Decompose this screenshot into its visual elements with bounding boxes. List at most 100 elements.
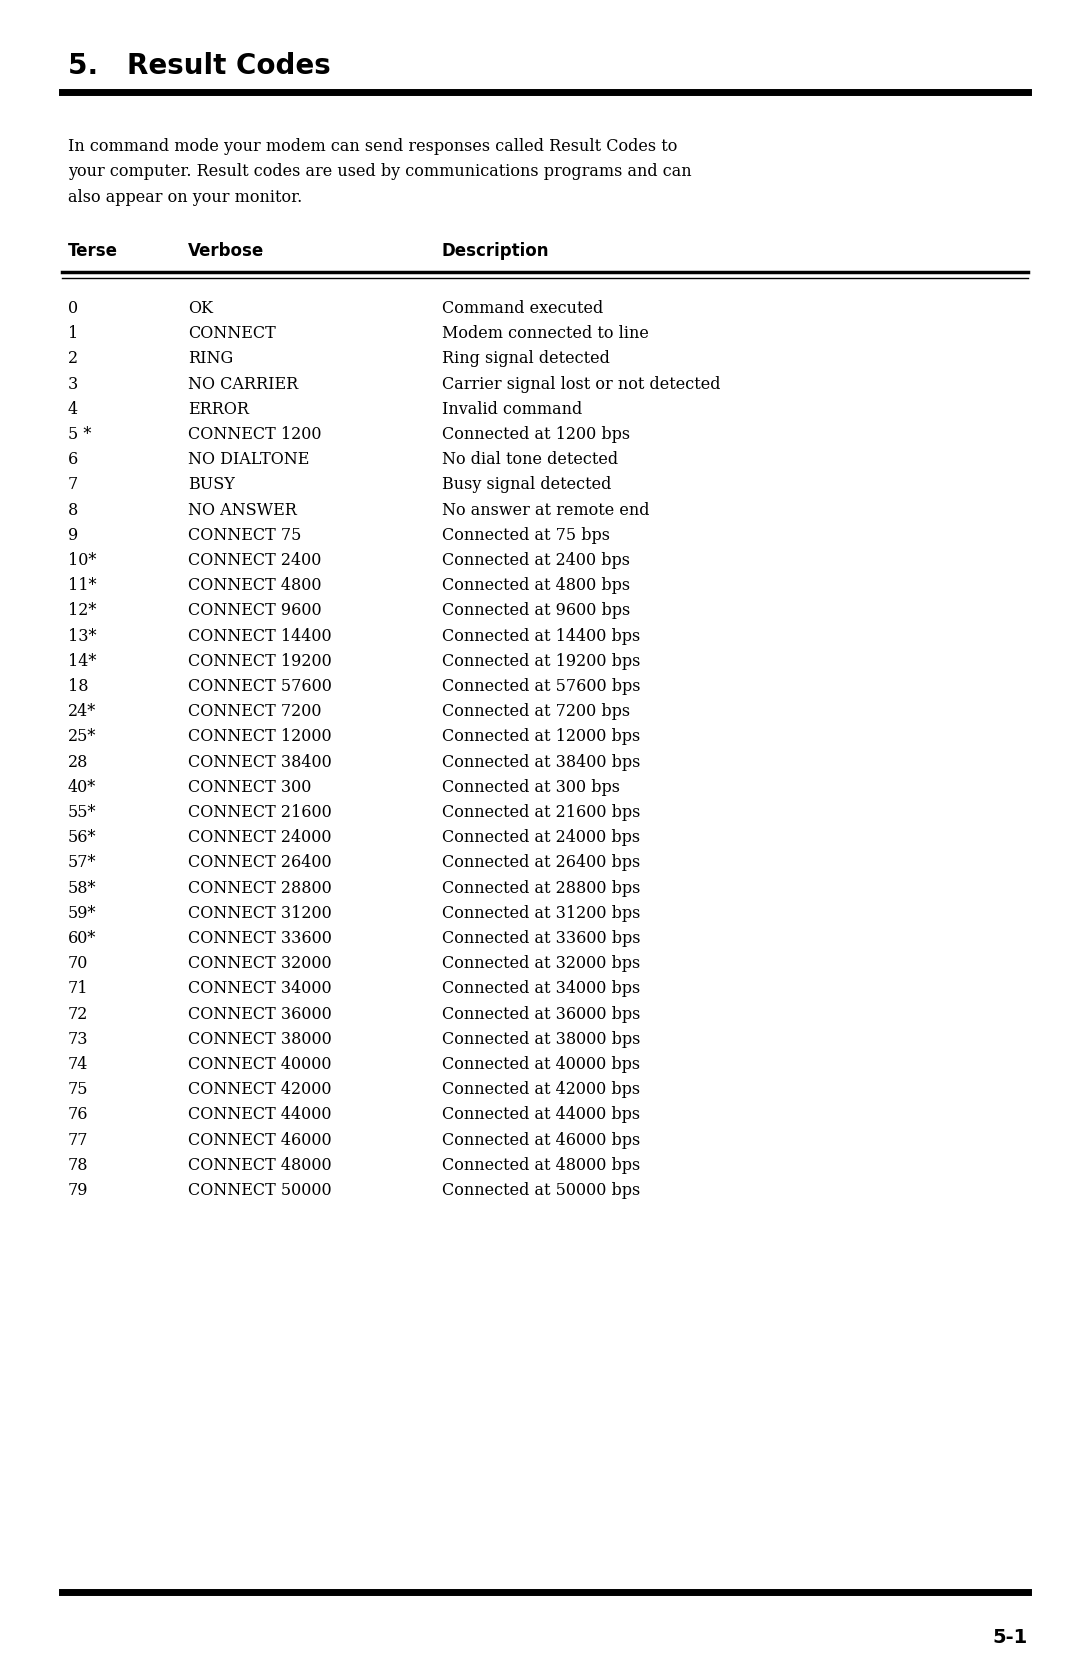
Text: 73: 73 bbox=[68, 1031, 89, 1048]
Text: 6: 6 bbox=[68, 451, 78, 469]
Text: 10*: 10* bbox=[68, 552, 96, 569]
Text: 9: 9 bbox=[68, 527, 78, 544]
Text: Connected at 21600 bps: Connected at 21600 bps bbox=[442, 804, 640, 821]
Text: Carrier signal lost or not detected: Carrier signal lost or not detected bbox=[442, 376, 720, 392]
Text: Connected at 24000 bps: Connected at 24000 bps bbox=[442, 829, 640, 846]
Text: CONNECT 28800: CONNECT 28800 bbox=[188, 880, 332, 896]
Text: 77: 77 bbox=[68, 1132, 89, 1148]
Text: Connected at 12000 bps: Connected at 12000 bps bbox=[442, 728, 640, 746]
Text: BUSY: BUSY bbox=[188, 476, 234, 494]
Text: 11*: 11* bbox=[68, 577, 96, 594]
Text: 3: 3 bbox=[68, 376, 78, 392]
Text: 8: 8 bbox=[68, 502, 78, 519]
Text: 12*: 12* bbox=[68, 603, 96, 619]
Text: CONNECT 7200: CONNECT 7200 bbox=[188, 703, 322, 721]
Text: Modem connected to line: Modem connected to line bbox=[442, 325, 649, 342]
Text: 57*: 57* bbox=[68, 855, 96, 871]
Text: Invalid command: Invalid command bbox=[442, 401, 582, 417]
Text: CONNECT 14400: CONNECT 14400 bbox=[188, 628, 332, 644]
Text: Connected at 7200 bps: Connected at 7200 bps bbox=[442, 703, 630, 721]
Text: Connected at 31200 bps: Connected at 31200 bps bbox=[442, 905, 640, 921]
Text: 60*: 60* bbox=[68, 930, 96, 946]
Text: 2: 2 bbox=[68, 350, 78, 367]
Text: CONNECT: CONNECT bbox=[188, 325, 275, 342]
Text: 72: 72 bbox=[68, 1006, 89, 1023]
Text: 25*: 25* bbox=[68, 728, 96, 746]
Text: your computer. Result codes are used by communications programs and can: your computer. Result codes are used by … bbox=[68, 164, 691, 180]
Text: Connected at 28800 bps: Connected at 28800 bps bbox=[442, 880, 640, 896]
Text: CONNECT 75: CONNECT 75 bbox=[188, 527, 301, 544]
Text: CONNECT 57600: CONNECT 57600 bbox=[188, 678, 332, 694]
Text: Connected at 50000 bps: Connected at 50000 bps bbox=[442, 1182, 640, 1198]
Text: 5.   Result Codes: 5. Result Codes bbox=[68, 52, 330, 80]
Text: Command executed: Command executed bbox=[442, 300, 604, 317]
Text: Verbose: Verbose bbox=[188, 242, 265, 260]
Text: CONNECT 32000: CONNECT 32000 bbox=[188, 955, 332, 973]
Text: ERROR: ERROR bbox=[188, 401, 249, 417]
Text: 18: 18 bbox=[68, 678, 89, 694]
Text: Connected at 57600 bps: Connected at 57600 bps bbox=[442, 678, 640, 694]
Text: CONNECT 21600: CONNECT 21600 bbox=[188, 804, 332, 821]
Text: NO CARRIER: NO CARRIER bbox=[188, 376, 298, 392]
Text: Connected at 33600 bps: Connected at 33600 bps bbox=[442, 930, 640, 946]
Text: CONNECT 4800: CONNECT 4800 bbox=[188, 577, 322, 594]
Text: 0: 0 bbox=[68, 300, 78, 317]
Text: Connected at 42000 bps: Connected at 42000 bps bbox=[442, 1082, 640, 1098]
Text: 1: 1 bbox=[68, 325, 78, 342]
Text: RING: RING bbox=[188, 350, 233, 367]
Text: CONNECT 38000: CONNECT 38000 bbox=[188, 1031, 332, 1048]
Text: 58*: 58* bbox=[68, 880, 96, 896]
Text: 24*: 24* bbox=[68, 703, 96, 721]
Text: Connected at 48000 bps: Connected at 48000 bps bbox=[442, 1157, 640, 1173]
Text: Connected at 9600 bps: Connected at 9600 bps bbox=[442, 603, 631, 619]
Text: Connected at 46000 bps: Connected at 46000 bps bbox=[442, 1132, 640, 1148]
Text: 70: 70 bbox=[68, 955, 89, 973]
Text: Connected at 34000 bps: Connected at 34000 bps bbox=[442, 980, 640, 998]
Text: 56*: 56* bbox=[68, 829, 96, 846]
Text: Connected at 19200 bps: Connected at 19200 bps bbox=[442, 653, 640, 669]
Text: Connected at 300 bps: Connected at 300 bps bbox=[442, 779, 620, 796]
Text: CONNECT 42000: CONNECT 42000 bbox=[188, 1082, 332, 1098]
Text: 76: 76 bbox=[68, 1107, 89, 1123]
Text: Connected at 44000 bps: Connected at 44000 bps bbox=[442, 1107, 640, 1123]
Text: Connected at 38000 bps: Connected at 38000 bps bbox=[442, 1031, 640, 1048]
Text: CONNECT 9600: CONNECT 9600 bbox=[188, 603, 322, 619]
Text: CONNECT 48000: CONNECT 48000 bbox=[188, 1157, 332, 1173]
Text: 4: 4 bbox=[68, 401, 78, 417]
Text: 28: 28 bbox=[68, 754, 89, 771]
Text: Connected at 4800 bps: Connected at 4800 bps bbox=[442, 577, 630, 594]
Text: Connected at 75 bps: Connected at 75 bps bbox=[442, 527, 610, 544]
Text: Connected at 14400 bps: Connected at 14400 bps bbox=[442, 628, 640, 644]
Text: Connected at 36000 bps: Connected at 36000 bps bbox=[442, 1006, 640, 1023]
Text: CONNECT 46000: CONNECT 46000 bbox=[188, 1132, 332, 1148]
Text: CONNECT 24000: CONNECT 24000 bbox=[188, 829, 332, 846]
Text: CONNECT 33600: CONNECT 33600 bbox=[188, 930, 332, 946]
Text: Connected at 2400 bps: Connected at 2400 bps bbox=[442, 552, 630, 569]
Text: Connected at 32000 bps: Connected at 32000 bps bbox=[442, 955, 640, 973]
Text: NO DIALTONE: NO DIALTONE bbox=[188, 451, 309, 469]
Text: 5 *: 5 * bbox=[68, 426, 92, 442]
Text: Ring signal detected: Ring signal detected bbox=[442, 350, 610, 367]
Text: Connected at 40000 bps: Connected at 40000 bps bbox=[442, 1056, 640, 1073]
Text: 14*: 14* bbox=[68, 653, 96, 669]
Text: 5-1: 5-1 bbox=[993, 1627, 1028, 1647]
Text: CONNECT 19200: CONNECT 19200 bbox=[188, 653, 332, 669]
Text: 59*: 59* bbox=[68, 905, 96, 921]
Text: CONNECT 36000: CONNECT 36000 bbox=[188, 1006, 332, 1023]
Text: 74: 74 bbox=[68, 1056, 89, 1073]
Text: No dial tone detected: No dial tone detected bbox=[442, 451, 618, 469]
Text: 13*: 13* bbox=[68, 628, 96, 644]
Text: NO ANSWER: NO ANSWER bbox=[188, 502, 297, 519]
Text: Description: Description bbox=[442, 242, 550, 260]
Text: CONNECT 50000: CONNECT 50000 bbox=[188, 1182, 332, 1198]
Text: Busy signal detected: Busy signal detected bbox=[442, 476, 611, 494]
Text: also appear on your monitor.: also appear on your monitor. bbox=[68, 189, 302, 205]
Text: CONNECT 300: CONNECT 300 bbox=[188, 779, 311, 796]
Text: Connected at 26400 bps: Connected at 26400 bps bbox=[442, 855, 640, 871]
Text: 7: 7 bbox=[68, 476, 78, 494]
Text: CONNECT 2400: CONNECT 2400 bbox=[188, 552, 322, 569]
Text: CONNECT 26400: CONNECT 26400 bbox=[188, 855, 332, 871]
Text: 75: 75 bbox=[68, 1082, 89, 1098]
Text: CONNECT 34000: CONNECT 34000 bbox=[188, 980, 332, 998]
Text: Connected at 1200 bps: Connected at 1200 bps bbox=[442, 426, 630, 442]
